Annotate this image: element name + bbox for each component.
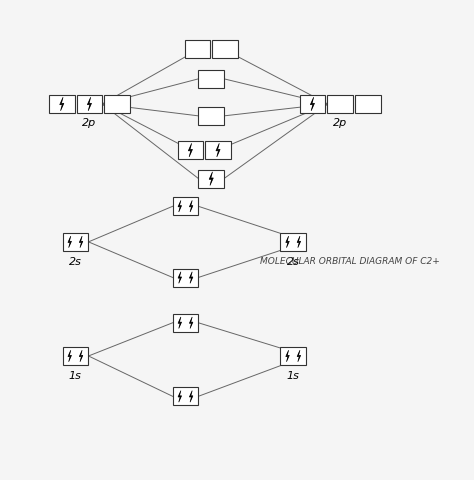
Bar (198, 71, 224, 89)
Bar (198, 108, 224, 126)
PathPatch shape (178, 272, 182, 284)
PathPatch shape (310, 98, 314, 111)
PathPatch shape (209, 172, 213, 186)
Bar (184, 41, 210, 59)
PathPatch shape (190, 272, 193, 284)
PathPatch shape (60, 98, 64, 111)
Text: 1s: 1s (287, 370, 300, 380)
Text: 2p: 2p (333, 118, 347, 128)
Text: 2p: 2p (82, 118, 97, 128)
Text: MOLECULAR ORBITAL DIAGRAM OF C2+: MOLECULAR ORBITAL DIAGRAM OF C2+ (260, 257, 439, 266)
Text: 2s: 2s (287, 256, 300, 266)
PathPatch shape (286, 350, 289, 362)
PathPatch shape (87, 98, 91, 111)
Bar (212, 41, 238, 59)
Bar (300, 96, 325, 114)
Bar (173, 269, 198, 287)
PathPatch shape (79, 237, 83, 248)
Bar (49, 96, 75, 114)
PathPatch shape (178, 317, 182, 329)
Bar (177, 142, 203, 160)
Bar (280, 347, 306, 365)
Text: 1s: 1s (69, 370, 82, 380)
PathPatch shape (190, 391, 193, 402)
Text: 2s: 2s (69, 256, 82, 266)
PathPatch shape (68, 350, 72, 362)
PathPatch shape (216, 144, 220, 157)
Bar (63, 347, 88, 365)
PathPatch shape (68, 237, 72, 248)
Bar (280, 233, 306, 252)
PathPatch shape (297, 237, 301, 248)
Bar (63, 233, 88, 252)
PathPatch shape (178, 201, 182, 213)
Bar (173, 387, 198, 406)
PathPatch shape (286, 237, 289, 248)
Bar (205, 142, 231, 160)
PathPatch shape (178, 391, 182, 402)
Bar (173, 198, 198, 216)
Bar (198, 170, 224, 188)
PathPatch shape (79, 350, 83, 362)
Bar (173, 314, 198, 332)
PathPatch shape (188, 144, 192, 157)
Bar (327, 96, 353, 114)
PathPatch shape (297, 350, 301, 362)
Bar (77, 96, 102, 114)
PathPatch shape (190, 317, 193, 329)
Bar (355, 96, 381, 114)
PathPatch shape (190, 201, 193, 213)
Bar (104, 96, 130, 114)
